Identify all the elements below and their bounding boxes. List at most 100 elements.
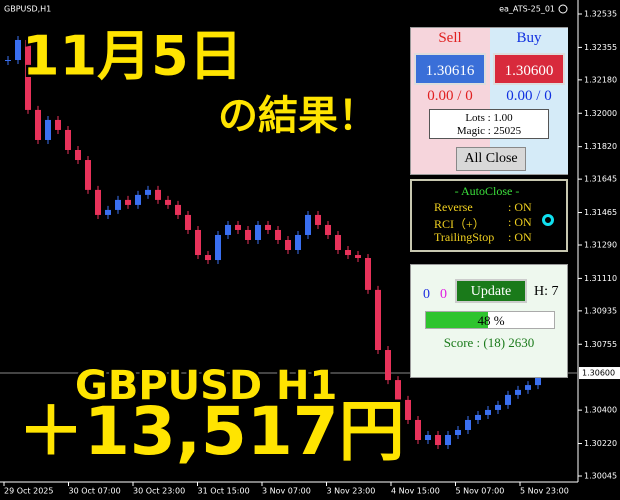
candle-body bbox=[455, 429, 461, 435]
buy-label: Buy bbox=[516, 30, 542, 46]
score: Score : (18) 2630 bbox=[443, 335, 535, 350]
y-tick-label: 1.30755 bbox=[584, 340, 617, 349]
candle-body bbox=[245, 229, 251, 240]
count-a: 0 bbox=[423, 287, 430, 302]
autoclose-state: : ON bbox=[508, 215, 532, 229]
candle-body bbox=[75, 150, 81, 161]
candle-body bbox=[105, 209, 111, 215]
candle-body bbox=[215, 234, 221, 261]
candle-body bbox=[345, 250, 351, 256]
candle-body bbox=[305, 214, 311, 235]
candle-body bbox=[425, 434, 431, 441]
progress-fill bbox=[426, 312, 489, 328]
candle-body bbox=[365, 257, 371, 290]
progress-label: 48 % bbox=[477, 313, 505, 328]
candle-body bbox=[475, 414, 481, 420]
candle-body bbox=[235, 224, 241, 230]
x-tick-label: 5 Nov 23:00 bbox=[520, 487, 569, 496]
candle-body bbox=[5, 60, 11, 62]
all-close-button[interactable]: All Close bbox=[456, 147, 526, 171]
sell-button[interactable]: 1.30616 bbox=[414, 53, 486, 85]
candle-body bbox=[285, 239, 291, 251]
result-title: の結果！ bbox=[218, 93, 378, 139]
status-dot bbox=[542, 214, 554, 226]
trade-panel: Sell Buy 1.30616 1.30600 0.00 / 0 0.00 /… bbox=[410, 27, 568, 175]
symbol-label: GBPUSD,H1 bbox=[4, 5, 51, 14]
candle-body bbox=[295, 234, 301, 251]
x-tick-label: 29 Oct 2025 bbox=[4, 487, 53, 496]
autoclose-item: TrailingStop bbox=[434, 230, 495, 244]
lots: Lots : 1.00 bbox=[465, 112, 513, 124]
autoclose-state: : ON bbox=[508, 230, 532, 244]
candle-body bbox=[265, 224, 271, 230]
x-tick-label: 31 Oct 15:00 bbox=[198, 487, 250, 496]
candle-body bbox=[315, 214, 321, 225]
y-tick-label: 1.32180 bbox=[584, 75, 617, 84]
candle-body bbox=[395, 380, 401, 400]
profit-title: ＋13,517円 bbox=[18, 393, 405, 470]
y-tick-label: 1.30935 bbox=[584, 306, 617, 315]
candle-body bbox=[375, 289, 381, 351]
h-label: H: 7 bbox=[534, 284, 559, 299]
candle-body bbox=[515, 389, 521, 395]
sell-label: Sell bbox=[438, 30, 462, 46]
candle-body bbox=[45, 119, 51, 140]
x-tick-label: 3 Nov 23:00 bbox=[327, 487, 376, 496]
update-button[interactable]: Update bbox=[455, 279, 527, 303]
x-tick-label: 5 Nov 07:00 bbox=[456, 487, 505, 496]
lots-box: Lots : 1.00 Magic : 25025 bbox=[429, 109, 549, 139]
y-tick-label: 1.31465 bbox=[584, 208, 617, 217]
count-b: 0 bbox=[440, 287, 447, 302]
y-tick-label: 1.31820 bbox=[584, 142, 617, 151]
y-tick-label: 1.30400 bbox=[584, 406, 617, 415]
y-tick-label: 1.30045 bbox=[584, 472, 617, 481]
candle-body bbox=[495, 404, 501, 410]
y-tick-label: 1.31290 bbox=[584, 241, 617, 250]
buy-button[interactable]: 1.30600 bbox=[493, 53, 565, 85]
y-tick-label: 1.31645 bbox=[584, 175, 617, 184]
candle-body bbox=[445, 434, 451, 446]
candle-body bbox=[255, 224, 261, 240]
candle-body bbox=[505, 394, 511, 405]
candle-body bbox=[25, 39, 31, 110]
candle-body bbox=[405, 399, 411, 420]
candle-body bbox=[175, 204, 181, 215]
y-tick-label: 1.32535 bbox=[584, 10, 617, 19]
candle-body bbox=[525, 385, 531, 390]
autoclose-state: : ON bbox=[508, 200, 532, 214]
magic: Magic : 25025 bbox=[456, 125, 522, 137]
candle-body bbox=[55, 119, 61, 130]
progress-track: 48 % bbox=[425, 311, 555, 329]
candle-body bbox=[435, 434, 441, 446]
candle-body bbox=[535, 375, 541, 386]
candle-body bbox=[15, 39, 21, 61]
candle-body bbox=[185, 214, 191, 230]
candle-body bbox=[65, 129, 71, 151]
y-tick-label: 1.30220 bbox=[584, 439, 617, 448]
pair-title: GBPUSD H1 bbox=[75, 363, 337, 409]
candle-body bbox=[225, 224, 231, 235]
autoclose-item: Reverse bbox=[434, 200, 473, 214]
x-tick-label: 30 Oct 07:00 bbox=[69, 487, 121, 496]
candle-body bbox=[205, 255, 211, 261]
y-tick-label: 1.32000 bbox=[584, 109, 617, 118]
date-title: 11月5日 bbox=[22, 25, 243, 88]
current-price-box bbox=[579, 367, 620, 380]
ea-label: ea_ATS-25_01 bbox=[499, 5, 555, 14]
candle-body bbox=[165, 199, 171, 205]
candle-body bbox=[135, 194, 141, 205]
x-tick-label: 4 Nov 15:00 bbox=[391, 487, 440, 496]
buy-pl: 0.00 / 0 bbox=[506, 88, 552, 104]
candle-body bbox=[85, 160, 91, 190]
current-price-label: 1.30600 bbox=[582, 369, 615, 378]
candle-body bbox=[95, 189, 101, 215]
autoclose-title: - AutoClose - bbox=[454, 184, 520, 198]
autoclose-panel: - AutoClose - Reverse: ON RCI（+）: ON Trail… bbox=[410, 179, 568, 252]
candle-body bbox=[275, 229, 281, 240]
candle-body bbox=[415, 419, 421, 441]
candle-body bbox=[195, 229, 201, 256]
x-tick-label: 30 Oct 23:00 bbox=[133, 487, 185, 496]
